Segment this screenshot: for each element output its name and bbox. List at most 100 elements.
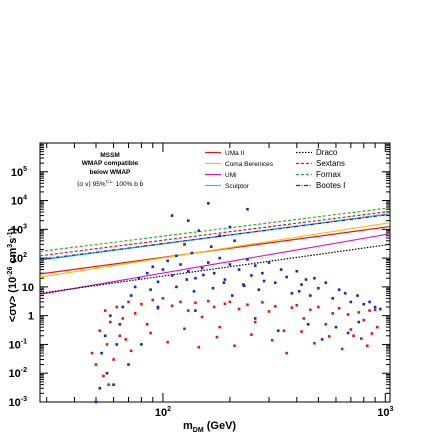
y-tick-label: 1 bbox=[28, 311, 34, 323]
scatter-point bbox=[375, 325, 379, 329]
scatter-point bbox=[246, 258, 249, 261]
scatter-point bbox=[257, 288, 261, 291]
scatter-point bbox=[186, 269, 190, 273]
scatter-point bbox=[90, 351, 94, 355]
legend-entry: Sculptor bbox=[225, 183, 250, 190]
scatter-point bbox=[129, 294, 133, 297]
scatter-point bbox=[107, 383, 110, 386]
x-axis-label-sub: DM bbox=[193, 427, 204, 434]
x-axis-label-unit: (GeV) bbox=[204, 420, 237, 432]
scatter-point bbox=[228, 263, 232, 266]
y-tick-labels: 10-3 10-2 10-1 1 10 102 103 104 105 bbox=[9, 166, 34, 409]
scatter-point bbox=[261, 301, 264, 304]
legend-entry: Fornax bbox=[316, 170, 341, 179]
y-axis-label-post: cm bbox=[7, 247, 19, 266]
limit-line-sextans bbox=[39, 210, 391, 257]
scatter-point bbox=[166, 259, 169, 263]
scatter-point bbox=[212, 271, 216, 275]
x-axis-label-main: m bbox=[183, 420, 193, 432]
scatter-point bbox=[267, 261, 271, 264]
scatter-point bbox=[185, 278, 189, 281]
scatter-point bbox=[115, 343, 119, 346]
scatter-point bbox=[373, 308, 377, 312]
scatter-point bbox=[179, 300, 182, 304]
scatter-point bbox=[337, 307, 341, 310]
scatter-point bbox=[300, 283, 303, 286]
legend-right: UMa II Coma Berenices UMi Sculptor Draco Sext… bbox=[205, 148, 345, 190]
legend-entry: Sextans bbox=[316, 159, 345, 168]
scatter-point bbox=[270, 338, 274, 342]
scatter-point bbox=[295, 303, 299, 307]
scatter-point bbox=[356, 294, 359, 297]
scatter-point bbox=[365, 344, 369, 348]
scatter-point bbox=[340, 347, 344, 351]
scatter-point bbox=[140, 343, 143, 346]
scatter-point bbox=[317, 305, 320, 309]
scatter-point bbox=[331, 297, 334, 300]
scatter-point bbox=[197, 229, 201, 232]
scatter-point bbox=[200, 266, 204, 270]
scatter-point bbox=[115, 305, 119, 309]
limit-line-draco bbox=[39, 243, 391, 294]
scatter-point bbox=[100, 351, 103, 355]
svg-text:mDM (GeV): mDM (GeV) bbox=[183, 420, 236, 434]
scatter-point bbox=[246, 303, 249, 307]
scatter-point bbox=[317, 286, 320, 290]
scatter-point bbox=[237, 307, 241, 311]
y-axis-label-post2: s bbox=[7, 238, 19, 244]
limit-line-fornax bbox=[39, 207, 391, 253]
scatter-point bbox=[346, 331, 350, 335]
scatter-point bbox=[194, 309, 197, 312]
svg-text:<σv> (10-26 cm3s-1): <σv> (10-26 cm3s-1) bbox=[7, 227, 19, 322]
scatter-point bbox=[223, 302, 227, 306]
y-tick-label: 105 bbox=[11, 166, 27, 179]
scatter-point bbox=[192, 290, 196, 293]
scatter-point bbox=[349, 328, 353, 331]
scatter-point bbox=[183, 243, 186, 246]
y-tick-label: 10-3 bbox=[9, 396, 28, 409]
scatter-point bbox=[121, 305, 125, 309]
scatter-point bbox=[200, 315, 204, 319]
scatter-point bbox=[137, 276, 141, 280]
y-axis-label-pre: <σv> (10 bbox=[7, 277, 19, 322]
scatter-point bbox=[112, 358, 115, 361]
y-axis-label-sup: -26 bbox=[7, 267, 14, 277]
scatter-point bbox=[285, 275, 288, 279]
y-tick-label: 102 bbox=[11, 252, 27, 265]
scatter-point bbox=[197, 345, 201, 349]
scatter-point bbox=[118, 334, 122, 338]
scatter-point bbox=[194, 301, 197, 305]
scatter-point bbox=[337, 288, 341, 291]
y-axis-label-sup2: 3 bbox=[7, 244, 14, 248]
scatter-point bbox=[368, 300, 371, 304]
scatter-point bbox=[352, 334, 355, 338]
scatter-point bbox=[166, 340, 169, 344]
y-tick-label: 104 bbox=[11, 195, 27, 208]
y-axis-label-close: ) bbox=[7, 227, 19, 231]
scatter-point bbox=[370, 332, 374, 335]
scatter-point bbox=[209, 245, 213, 248]
scatter-point bbox=[223, 278, 227, 281]
scatter-point bbox=[133, 312, 137, 315]
scatter-point bbox=[129, 349, 133, 353]
scatter-point bbox=[242, 284, 246, 287]
scatter-point bbox=[156, 280, 160, 284]
legend-wmap-compatible: WMAP compatible bbox=[82, 160, 139, 167]
scatter-point bbox=[282, 329, 286, 333]
scatter-point bbox=[151, 265, 155, 269]
scatter-point bbox=[109, 320, 112, 324]
scatter-point bbox=[103, 309, 107, 312]
scatter-point bbox=[145, 271, 149, 275]
scatter-point bbox=[207, 202, 210, 205]
scatter-point bbox=[218, 234, 221, 238]
scatter-point bbox=[127, 363, 130, 366]
scatter-point bbox=[145, 323, 149, 326]
scatter-point bbox=[290, 306, 294, 309]
scatter-point bbox=[151, 298, 155, 302]
scatter-point bbox=[331, 312, 334, 315]
y-tick-label: 10 bbox=[22, 282, 34, 294]
scatter-point bbox=[253, 317, 257, 320]
scatter-point bbox=[94, 363, 98, 366]
scatter-point bbox=[373, 305, 377, 309]
scatter-point bbox=[334, 325, 338, 329]
